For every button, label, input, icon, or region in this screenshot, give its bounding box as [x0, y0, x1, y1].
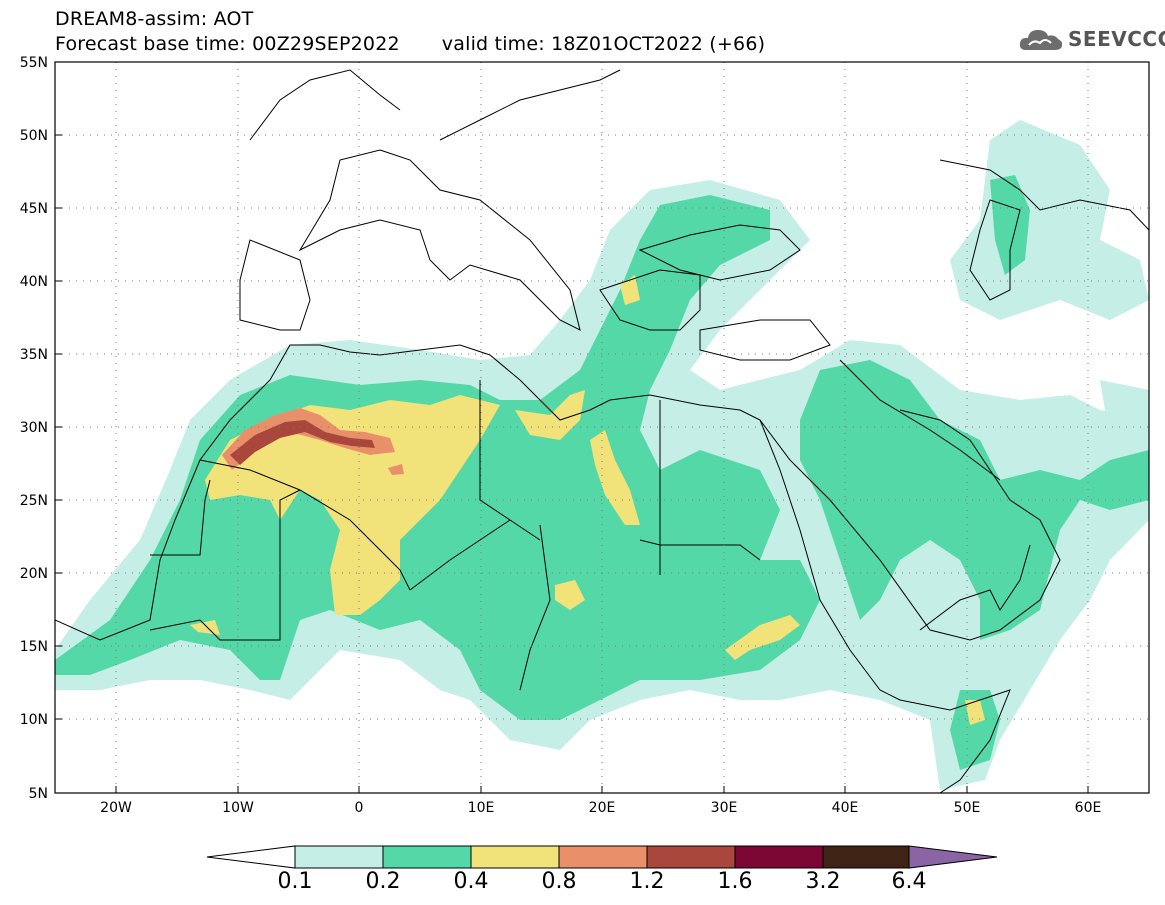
colorbar [206, 845, 998, 869]
lon-label: 20W [100, 800, 132, 816]
colorbar-segment [734, 845, 824, 869]
colorbar-label: 0.8 [541, 869, 577, 894]
colorbar-segment [382, 845, 472, 869]
aot-band-0.8 [222, 408, 404, 475]
colorbar-label: 0.4 [453, 869, 489, 894]
colorbar-label: 1.2 [629, 869, 665, 894]
lat-label: 25N [20, 493, 48, 509]
colorbar-label: 0.1 [277, 869, 313, 894]
lat-label: 35N [20, 347, 48, 363]
lon-label: 50E [954, 800, 981, 816]
axis-ticks [55, 61, 1089, 794]
colorbar-segment [558, 845, 648, 869]
lon-label: 60E [1075, 800, 1102, 816]
logo-text: SEEVCCC [1068, 27, 1165, 51]
lon-label: 10E [468, 800, 495, 816]
aot-band-1.2 [230, 420, 375, 465]
aot-band-0.4 [190, 275, 985, 725]
forecast-times: Forecast base time: 00Z29SEP2022 valid ti… [55, 33, 765, 55]
lat-label: 10N [20, 712, 48, 728]
map-title: DREAM8-assim: AOT [55, 8, 254, 30]
lon-label: 20E [589, 800, 616, 816]
colorbar-label: 3.2 [805, 869, 841, 894]
colorbar-label: 0.2 [365, 869, 401, 894]
colorbar-segment [646, 845, 736, 869]
lat-label: 30N [20, 420, 48, 436]
cloud-icon [1019, 30, 1063, 50]
lat-label: 40N [20, 274, 48, 290]
lat-label: 20N [20, 566, 48, 582]
colorbar-segment [294, 845, 384, 869]
lon-label: 30E [711, 800, 738, 816]
graticule [55, 62, 1149, 793]
lat-label: 15N [20, 639, 48, 655]
lat-label: 5N [29, 786, 48, 802]
colorbar-label: 6.4 [891, 869, 927, 894]
lat-label: 45N [20, 201, 48, 217]
colorbar-segment [206, 845, 296, 869]
base-time: Forecast base time: 00Z29SEP2022 [55, 33, 400, 55]
valid-time: valid time: 18Z01OCT2022 (+66) [441, 33, 766, 55]
lat-label: 55N [20, 55, 48, 71]
colorbar-segment [470, 845, 560, 869]
seevccc-logo: SEEVCCC [1018, 26, 1165, 52]
colorbar-segment [822, 845, 910, 869]
lat-label: 50N [20, 128, 48, 144]
lon-label: 0 [355, 800, 364, 816]
colorbar-label: 1.6 [717, 869, 753, 894]
colorbar-segment [908, 845, 998, 869]
lon-label: 10W [222, 800, 254, 816]
coastlines [55, 69, 1149, 793]
lon-label: 40E [832, 800, 859, 816]
